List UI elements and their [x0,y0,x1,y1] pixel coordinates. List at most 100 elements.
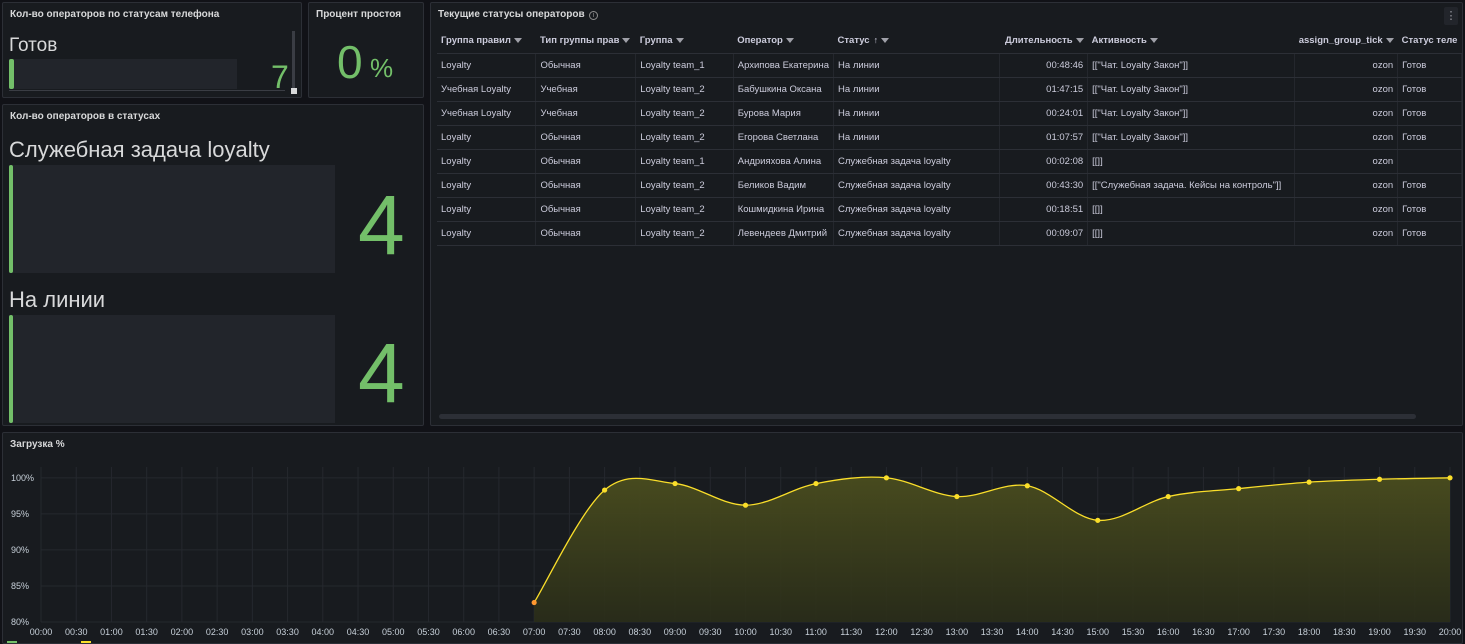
table-cell: 00:24:01 [999,101,1089,126]
gauge-fill [9,165,13,273]
filter-icon[interactable] [513,38,522,44]
table-cell: ozon [1294,173,1399,198]
x-tick-label: 00:30 [65,627,88,637]
column-header[interactable]: Длительность [999,29,1088,54]
gauge-fill [9,59,14,89]
table-row[interactable]: Loyalty Обычная Loyalty team_1 Андрияхова А… [437,149,1462,174]
x-tick-label: 01:00 [100,627,123,637]
filter-icon[interactable] [675,38,684,44]
filter-icon[interactable] [1149,38,1158,44]
table-cell: На линии [833,101,1001,126]
column-header[interactable]: Активность [1087,29,1295,54]
table-cell: Бурова Мария [733,101,835,126]
x-tick-label: 14:30 [1051,627,1074,637]
x-tick-label: 18:30 [1333,627,1356,637]
table-cell: Loyalty [437,197,537,222]
data-point [742,502,749,508]
load-chart: 00:00 00:30 01:00 01:30 02:00 02:30 03:00 03:30… [7,467,1461,643]
y-tick-label: 100% [11,473,34,483]
table-cell: Loyalty team_2 [635,173,734,198]
filter-icon[interactable] [881,38,890,44]
column-header[interactable]: assign_group_tick [1294,29,1398,54]
vertical-scrollbar[interactable] [292,31,295,89]
x-tick-label: 02:30 [206,627,229,637]
x-tick-label: 04:00 [312,627,335,637]
resize-handle[interactable] [291,88,297,94]
filter-icon[interactable] [1075,38,1084,44]
column-header[interactable]: Группа [635,29,734,54]
info-icon[interactable]: i [589,11,598,20]
table-row[interactable]: Loyalty Обычная Loyalty team_2 Левендеев Дм… [437,221,1462,246]
table-row[interactable]: Loyalty Обычная Loyalty team_2 Беликов Вади… [437,173,1462,198]
table-cell: Служебная задача loyalty [833,197,1001,222]
table-cell: 00:02:08 [999,149,1089,174]
table-cell: ozon [1294,125,1399,150]
horizontal-scrollbar[interactable] [439,414,1416,419]
table-cell: [["Чат. Loyalty Закон"]] [1087,77,1296,102]
table-row[interactable]: Loyalty Обычная Loyalty team_2 Егорова Свет… [437,125,1462,150]
x-tick-label: 06:30 [488,627,511,637]
data-point [883,475,890,481]
x-tick-label: 05:00 [382,627,405,637]
table-cell: [["Чат. Loyalty Закон"]] [1087,53,1296,78]
column-header[interactable]: Статус теле [1397,29,1462,54]
sort-asc-icon[interactable]: ↑ [873,35,879,46]
table-cell: Готов [1397,53,1462,78]
table-cell: 01:07:57 [999,125,1089,150]
table-cell: Loyalty team_2 [635,125,734,150]
table-cell: Loyalty team_1 [635,149,734,174]
panel-title: Текущие статусы операторов [438,9,585,20]
x-tick-label: 18:00 [1298,627,1321,637]
table-cell: [[]] [1087,149,1296,174]
x-tick-label: 13:00 [946,627,969,637]
x-tick-label: 01:30 [135,627,158,637]
table-cell: [[]] [1087,221,1296,246]
y-tick-label: 80% [11,617,29,627]
x-tick-label: 08:30 [629,627,652,637]
table-cell: ozon [1294,149,1399,174]
x-tick-label: 09:30 [699,627,722,637]
x-tick-label: 05:30 [417,627,440,637]
table-cell: Обычная [535,53,637,78]
x-tick-label: 04:30 [347,627,370,637]
table-cell: Обычная [535,149,637,174]
table-cell: Кошмидкина Ирина [733,197,835,222]
table-cell: 00:18:51 [999,197,1089,222]
column-header[interactable]: Тип группы прав [535,29,636,54]
table-row[interactable]: Учебная Loyalty Учебная Loyalty team_2 Буро… [437,101,1462,126]
table-cell: [["Служебная задача. Кейсы на контроль"]… [1087,173,1296,198]
panel-menu-icon[interactable]: ⋮ [1444,7,1458,25]
idle-percent-panel: Процент простоя 0 % [308,2,424,98]
data-point [1095,517,1101,523]
table-cell: Служебная задача loyalty [833,221,1001,246]
x-tick-label: 10:00 [734,627,757,637]
table-cell: На линии [833,77,1001,102]
filter-icon[interactable] [1385,38,1394,44]
table-row[interactable]: Loyalty Обычная Loyalty team_1 Архипова Ека… [437,53,1462,78]
data-point [672,480,678,487]
column-header[interactable]: Оператор [733,29,834,54]
column-header[interactable]: Статус ↑ [833,29,1000,54]
status-label: Готов [9,35,58,56]
column-header[interactable]: Группа правил [437,29,536,54]
table-cell: Учебная [535,77,637,102]
table-cell: Бабушкина Оксана [733,77,835,102]
operators-table: Группа правил Тип группы прав Группа Опе… [437,29,1462,246]
x-tick-label: 14:00 [1016,627,1039,637]
gauge-track [9,165,335,273]
x-tick-label: 02:00 [171,627,194,637]
status-item-label: На линии [9,287,106,312]
table-row[interactable]: Loyalty Обычная Loyalty team_2 Кошмидкина И… [437,197,1462,222]
table-cell: Готов [1397,125,1462,150]
filter-icon[interactable] [785,38,794,44]
gauge-track [9,315,335,423]
filter-icon[interactable] [622,38,631,44]
table-cell: На линии [833,125,1001,150]
data-point [1376,476,1383,482]
table-cell: Готов [1397,197,1462,222]
table-row[interactable]: Учебная Loyalty Учебная Loyalty team_2 Бабу… [437,77,1462,102]
table-cell: Loyalty [437,173,537,198]
legend-swatch [7,641,17,643]
table-cell: Обычная [535,197,637,222]
data-point [1236,486,1242,492]
